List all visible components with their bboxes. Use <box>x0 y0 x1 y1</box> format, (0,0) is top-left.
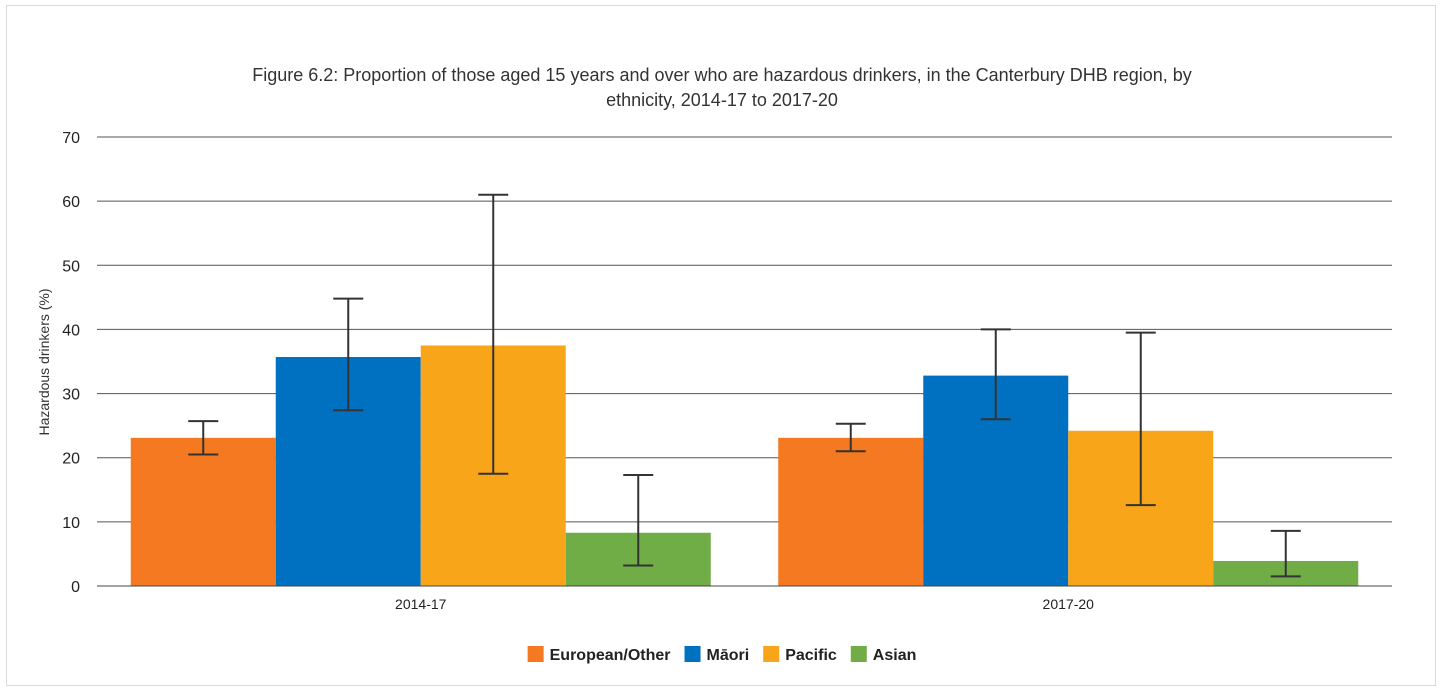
y-tick-10: 10 <box>62 515 80 532</box>
x-tick-labels: 2014-17 2017-20 <box>395 596 1094 612</box>
x-tick-2017-20: 2017-20 <box>1043 596 1095 612</box>
errorbar-european-other-2014-17 <box>188 420 219 456</box>
legend-item-m-ori: Māori <box>684 646 750 664</box>
legend-swatch <box>763 646 780 662</box>
legend-label: Asian <box>873 647 917 664</box>
legend-item-pacific: Pacific <box>763 646 837 664</box>
errorbar-asian-2017-20 <box>1270 529 1301 578</box>
y-axis-label: Hazardous drinkers (%) <box>36 288 52 435</box>
legend-item-european-other: European/Other <box>527 646 671 664</box>
y-tick-70: 70 <box>62 130 80 147</box>
legend-item-asian: Asian <box>850 646 917 664</box>
x-tick-2014-17: 2014-17 <box>395 596 447 612</box>
y-tick-60: 60 <box>62 194 80 211</box>
errorbar-m-ori-2017-20 <box>980 328 1011 421</box>
legend-label: Pacific <box>785 647 837 664</box>
errorbar-pacific-2017-20 <box>1125 331 1156 507</box>
chart-title-line-1: Figure 6.2: Proportion of those aged 15 … <box>252 65 1192 85</box>
error-bars <box>97 193 1392 587</box>
y-tick-30: 30 <box>62 387 80 404</box>
y-tick-labels: 0 10 20 30 40 50 60 70 <box>62 130 80 596</box>
errorbar-european-other-2017-20 <box>835 422 866 453</box>
legend-swatch <box>684 646 701 662</box>
errorbar-pacific-2014-17 <box>478 193 509 475</box>
legend-swatch <box>850 646 867 662</box>
y-tick-0: 0 <box>71 579 80 596</box>
bars <box>130 345 1359 586</box>
legend: European/Other Māori Pacific Asian <box>527 646 917 664</box>
bar-european-other-2017-20 <box>778 437 924 586</box>
y-tick-50: 50 <box>62 258 80 275</box>
bar-european-other-2014-17 <box>130 437 276 586</box>
y-tick-20: 20 <box>62 451 80 468</box>
errorbar-m-ori-2014-17 <box>333 297 364 412</box>
chart-title-line-2: ethnicity, 2014-17 to 2017-20 <box>606 90 838 110</box>
legend-swatch <box>527 646 544 662</box>
legend-label: European/Other <box>550 647 671 664</box>
y-tick-40: 40 <box>62 322 80 339</box>
legend-label: Māori <box>707 647 750 664</box>
errorbar-asian-2014-17 <box>623 474 654 567</box>
